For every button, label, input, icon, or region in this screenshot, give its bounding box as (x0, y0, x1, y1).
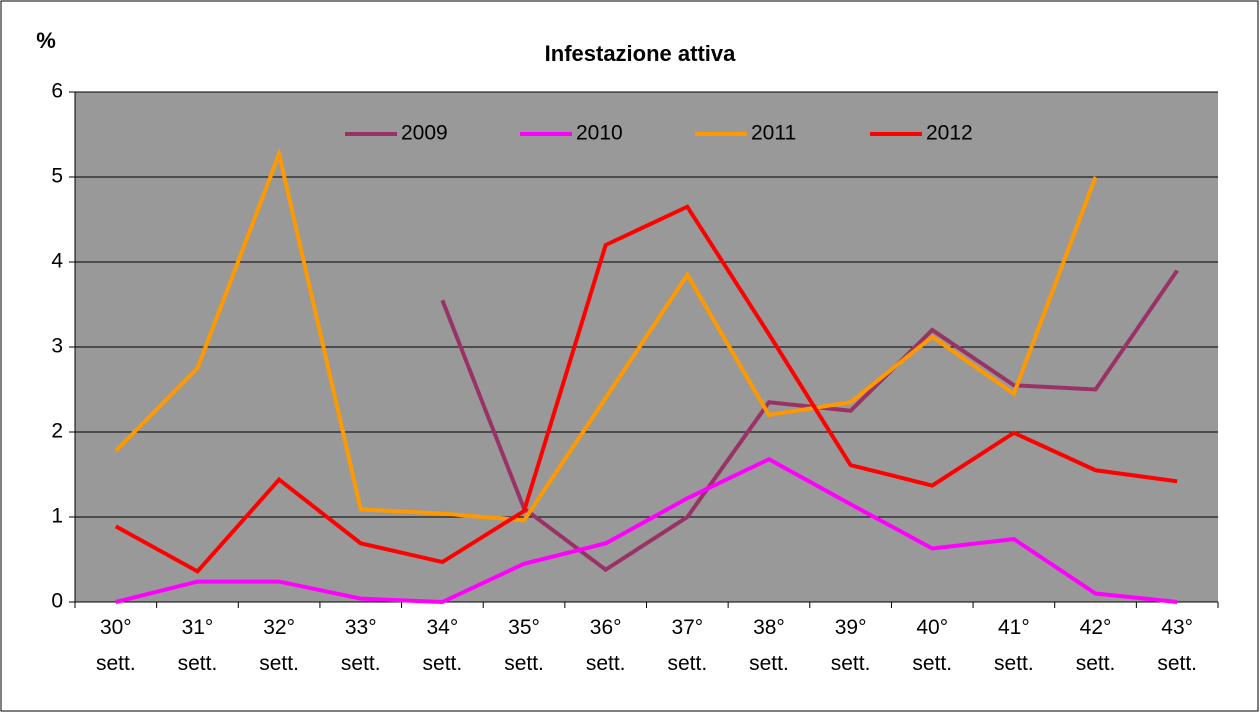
data-line (114, 147, 1098, 523)
data-line (115, 456, 1178, 605)
x-tick-label: 33° sett. (341, 616, 381, 675)
x-tick-label: 35° sett. (504, 616, 544, 675)
x-tick-label: 41° sett. (994, 616, 1034, 675)
y-tick-label: 4 (51, 250, 63, 273)
legend-label: 2010 (576, 122, 623, 145)
y-tick-label: 0 (51, 590, 63, 613)
x-tick-label: 42° sett. (1076, 616, 1116, 675)
x-tick-label: 38° sett. (749, 616, 789, 675)
data-line (114, 204, 1178, 574)
x-tick-label: 40° sett. (912, 616, 952, 675)
x-tick-label: 39° sett. (831, 616, 871, 675)
y-axis-label: % (36, 28, 56, 53)
x-tick-label: 34° sett. (423, 616, 463, 675)
y-tick-label: 2 (51, 420, 63, 443)
legend-label: 2009 (401, 122, 448, 145)
x-tick-label: 31° sett. (178, 616, 218, 675)
y-tick-label: 6 (51, 80, 63, 103)
legend-label: 2012 (926, 122, 973, 145)
data-line (440, 269, 1179, 573)
x-tick-label: 37° sett. (667, 616, 707, 675)
y-tick-label: 3 (51, 335, 63, 358)
x-tick-label: 36° sett. (586, 616, 626, 675)
y-tick-label: 5 (51, 165, 63, 188)
legend-label: 2011 (751, 122, 796, 145)
x-tick-label: 43° sett. (1157, 616, 1197, 675)
chart-title: Infestazione attiva (545, 41, 736, 66)
x-tick-label: 32° sett. (259, 616, 299, 675)
x-tick-label: 30° sett. (96, 616, 136, 675)
y-tick-label: 1 (51, 505, 63, 528)
